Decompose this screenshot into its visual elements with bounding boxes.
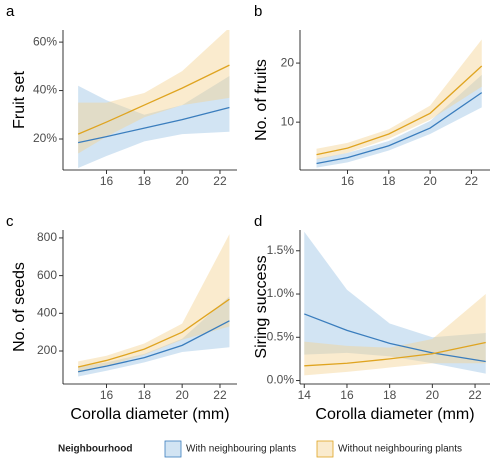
legend-key (316, 440, 334, 458)
x-tick-label: 18 (138, 174, 152, 188)
x-tick-label: 22 (465, 174, 479, 188)
line (316, 65, 483, 156)
y-tick-label: 20% (33, 131, 57, 145)
x-tick-label: 14 (298, 388, 312, 402)
confidence-band (316, 74, 482, 168)
y-tick-label: 400 (37, 305, 57, 319)
y-axis-title: Siring success (253, 255, 270, 358)
y-tick-label: 1.0% (267, 286, 295, 300)
panel-label: b (254, 3, 262, 20)
plot-area (304, 231, 486, 376)
legend-label: Without neighbouring plants (338, 444, 462, 455)
x-tick-label: 20 (175, 388, 189, 402)
line (304, 341, 486, 367)
y-tick-label: 200 (37, 343, 57, 357)
y-tick-label: 600 (37, 268, 57, 282)
x-tick-label: 20 (426, 388, 440, 402)
line (77, 64, 230, 135)
legend-key (164, 440, 182, 458)
x-tick-label: 20 (423, 174, 437, 188)
confidence-band (78, 30, 230, 154)
plot-area (316, 39, 483, 168)
x-axis-title: Corolla diameter (mm) (70, 406, 229, 423)
x-tick-label: 22 (213, 388, 227, 402)
y-tick-label: 20 (281, 55, 295, 69)
line (316, 92, 483, 165)
x-tick-label: 18 (382, 174, 396, 188)
x-tick-label: 16 (100, 174, 114, 188)
x-tick-label: 22 (213, 174, 227, 188)
legend-title: Neighbourhood (58, 444, 132, 455)
x-tick-label: 16 (340, 388, 354, 402)
y-axis-title: No. of fruits (253, 59, 270, 141)
y-tick-label: 40% (33, 83, 57, 97)
y-tick-label: 0.5% (267, 329, 295, 343)
confidence-band (304, 231, 486, 374)
legend-label: With neighbouring plants (186, 444, 296, 455)
panel-label: d (254, 213, 262, 230)
y-axis-title: No. of seeds (11, 262, 28, 352)
x-tick-label: 20 (175, 174, 189, 188)
panel-label: a (6, 3, 15, 20)
panel-label: c (6, 213, 14, 230)
confidence-band (78, 76, 230, 169)
line (77, 298, 230, 368)
x-tick-label: 18 (383, 388, 397, 402)
line (78, 320, 230, 373)
line (304, 313, 486, 363)
line (77, 106, 230, 144)
y-tick-label: 0.0% (267, 373, 295, 387)
x-tick-label: 16 (341, 174, 355, 188)
y-tick-label: 10 (281, 114, 295, 128)
y-axis-title: Fruit set (11, 71, 28, 129)
plot-area (77, 234, 230, 377)
plot-area (77, 30, 230, 169)
confidence-band (316, 39, 482, 160)
x-tick-label: 18 (138, 388, 152, 402)
x-tick-label: 16 (100, 388, 114, 402)
x-tick-label: 22 (468, 388, 482, 402)
confidence-band (304, 294, 486, 376)
y-tick-label: 800 (37, 230, 57, 244)
y-tick-label: 60% (33, 34, 57, 48)
x-axis-title: Corolla diameter (mm) (315, 406, 474, 423)
y-tick-label: 1.5% (267, 243, 295, 257)
